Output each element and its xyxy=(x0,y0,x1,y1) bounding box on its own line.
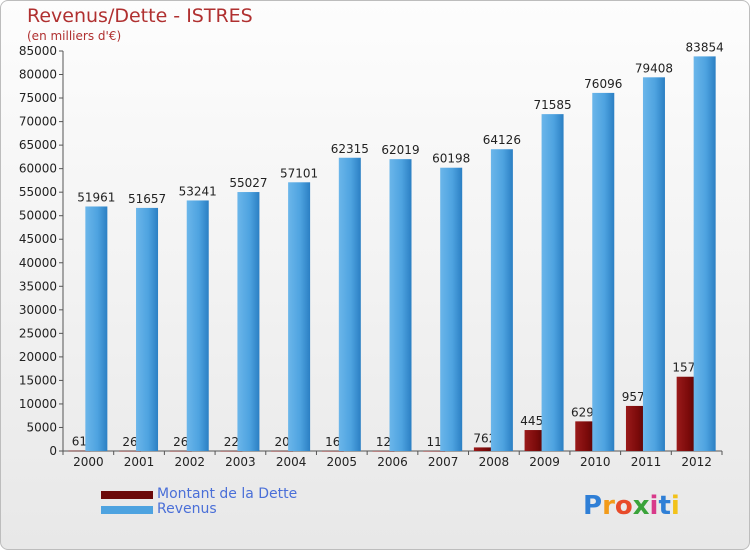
bar-dette xyxy=(473,447,496,451)
legend-label-revenus: Revenus xyxy=(157,501,217,517)
y-tick-label: 70000 xyxy=(19,115,57,129)
data-label-revenus: 62315 xyxy=(331,142,369,156)
x-tick-label: 2004 xyxy=(276,455,307,469)
y-tick-label: 30000 xyxy=(19,303,57,317)
legend-label-dette: Montant de la Dette xyxy=(157,486,298,502)
bar-dette xyxy=(575,421,598,451)
bar-dette xyxy=(423,450,446,452)
x-tick-label: 2012 xyxy=(681,455,712,469)
y-tick-label: 60000 xyxy=(19,162,57,176)
bar-revenus xyxy=(85,206,108,451)
y-tick-label: 10000 xyxy=(19,397,57,411)
x-tick-label: 2008 xyxy=(479,455,510,469)
bar-revenus xyxy=(389,159,412,452)
logo-letter: x xyxy=(632,491,650,521)
data-label-revenus: 55027 xyxy=(229,176,267,190)
data-label-dette: 762 xyxy=(473,431,496,445)
data-label-dette: 22 xyxy=(224,435,239,449)
y-tick-label: 0 xyxy=(49,444,57,458)
x-tick-label: 2005 xyxy=(327,455,358,469)
bar-revenus xyxy=(693,56,716,451)
bar-dette xyxy=(68,450,91,452)
data-label-dette: 26 xyxy=(173,435,188,449)
y-tick-label: 20000 xyxy=(19,350,57,364)
data-label-revenus: 51657 xyxy=(128,192,166,206)
data-label-revenus: 79408 xyxy=(635,61,673,75)
x-tick-label: 2003 xyxy=(225,455,256,469)
bar-dette xyxy=(524,430,547,451)
bar-dette xyxy=(220,450,243,452)
x-tick-label: 2010 xyxy=(580,455,611,469)
logo-letter: o xyxy=(614,491,633,521)
legend-swatch-dette xyxy=(101,491,153,499)
x-tick-label: 2006 xyxy=(377,455,408,469)
data-label-revenus: 64126 xyxy=(483,133,521,147)
bar-dette xyxy=(676,376,699,451)
proxiti-logo: Proxiti xyxy=(583,491,680,521)
data-label-dette: 26 xyxy=(122,435,137,449)
bar-dette xyxy=(372,450,395,452)
logo-letter: P xyxy=(583,491,603,521)
data-label-dette: 61 xyxy=(72,435,87,449)
data-label-revenus: 53241 xyxy=(179,184,217,198)
bar-dette xyxy=(271,450,294,452)
logo-letter: t xyxy=(658,491,671,521)
data-label-revenus: 76096 xyxy=(584,77,622,91)
x-tick-label: 2001 xyxy=(124,455,155,469)
y-tick-label: 80000 xyxy=(19,68,57,82)
y-tick-label: 5000 xyxy=(26,420,57,434)
y-tick-label: 40000 xyxy=(19,256,57,270)
y-tick-label: 65000 xyxy=(19,138,57,152)
data-label-revenus: 71585 xyxy=(533,98,571,112)
bar-revenus xyxy=(136,207,159,451)
bar-revenus xyxy=(288,182,311,451)
logo-letter: r xyxy=(602,491,615,521)
data-label-dette: 11 xyxy=(427,435,442,449)
legend-swatch-revenus xyxy=(101,506,153,514)
data-label-revenus: 83854 xyxy=(686,40,724,54)
data-label-dette: 16 xyxy=(325,435,340,449)
x-tick-label: 2002 xyxy=(174,455,205,469)
data-label-revenus: 60198 xyxy=(432,152,470,166)
bar-dette xyxy=(625,405,648,451)
bar-revenus xyxy=(237,192,260,451)
data-label-dette: 20 xyxy=(274,435,289,449)
x-tick-label: 2000 xyxy=(73,455,104,469)
x-tick-label: 2011 xyxy=(631,455,662,469)
y-tick-label: 35000 xyxy=(19,279,57,293)
y-tick-label: 15000 xyxy=(19,373,57,387)
data-label-revenus: 57101 xyxy=(280,166,318,180)
logo-letter: i xyxy=(670,491,680,521)
bar-revenus xyxy=(490,149,513,451)
bar-dette xyxy=(321,450,344,452)
data-label-dette: 12 xyxy=(376,435,391,449)
logo-letter: i xyxy=(649,491,659,521)
y-tick-label: 55000 xyxy=(19,185,57,199)
y-tick-label: 85000 xyxy=(19,44,57,58)
y-tick-label: 25000 xyxy=(19,326,57,340)
x-tick-label: 2009 xyxy=(529,455,560,469)
y-tick-label: 45000 xyxy=(19,232,57,246)
bar-revenus xyxy=(541,114,564,452)
chart-subtitle: (en milliers d'€) xyxy=(27,29,122,43)
bar-dette xyxy=(119,450,142,452)
bar-revenus xyxy=(186,200,209,451)
y-tick-label: 50000 xyxy=(19,209,57,223)
data-label-revenus: 62019 xyxy=(381,143,419,157)
bar-revenus xyxy=(642,77,665,451)
bar-revenus xyxy=(338,157,361,452)
bar-revenus xyxy=(440,167,463,451)
data-label-revenus: 51961 xyxy=(77,190,115,204)
chart-title: Revenus/Dette - ISTRES xyxy=(27,5,253,27)
bar-revenus xyxy=(592,92,615,451)
y-tick-label: 75000 xyxy=(19,91,57,105)
x-tick-label: 2007 xyxy=(428,455,459,469)
bar-dette xyxy=(169,450,192,452)
